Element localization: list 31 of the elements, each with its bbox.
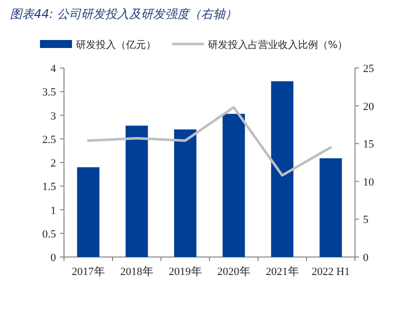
legend-label: 研发投入占营业收入比例（%） — [208, 39, 348, 51]
y-tick-label: 3.5 — [42, 86, 56, 99]
x-tick-label: 2021年 — [266, 266, 299, 278]
y2-tick-label: 15 — [363, 138, 374, 151]
y-tick-label: 1 — [50, 204, 56, 217]
bar — [126, 126, 148, 257]
y2-tick-label: 10 — [363, 176, 374, 188]
y-tick-label: 4 — [50, 63, 56, 75]
y-tick-label: 2 — [50, 158, 56, 170]
x-tick-label: 2022 H1 — [312, 266, 350, 278]
y-tick-label: 3 — [50, 110, 56, 122]
y2-tick-label: 0 — [363, 252, 369, 264]
bar — [174, 129, 196, 257]
y-tick-label: 1.5 — [42, 181, 56, 194]
bar — [271, 81, 294, 257]
legend-label: 研发投入（亿元） — [76, 39, 156, 51]
y-tick-label: 2.5 — [42, 134, 56, 146]
y2-tick-label: 20 — [363, 100, 374, 113]
bar — [320, 158, 342, 257]
x-tick-label: 2019年 — [168, 266, 202, 278]
y-tick-label: 0 — [50, 252, 56, 264]
y2-tick-label: 25 — [363, 63, 374, 75]
bar — [222, 114, 245, 257]
x-tick-label: 2017年 — [72, 266, 105, 278]
bar — [77, 167, 100, 257]
x-tick-label: 2018年 — [120, 266, 154, 278]
y2-tick-label: 5 — [363, 214, 369, 226]
chart-title: 图表44: 公司研发投入及研发强度（右轴） — [10, 7, 238, 21]
x-tick-label: 2020年 — [217, 266, 250, 278]
line-series — [87, 106, 332, 177]
y-tick-label: 0.5 — [42, 228, 56, 240]
